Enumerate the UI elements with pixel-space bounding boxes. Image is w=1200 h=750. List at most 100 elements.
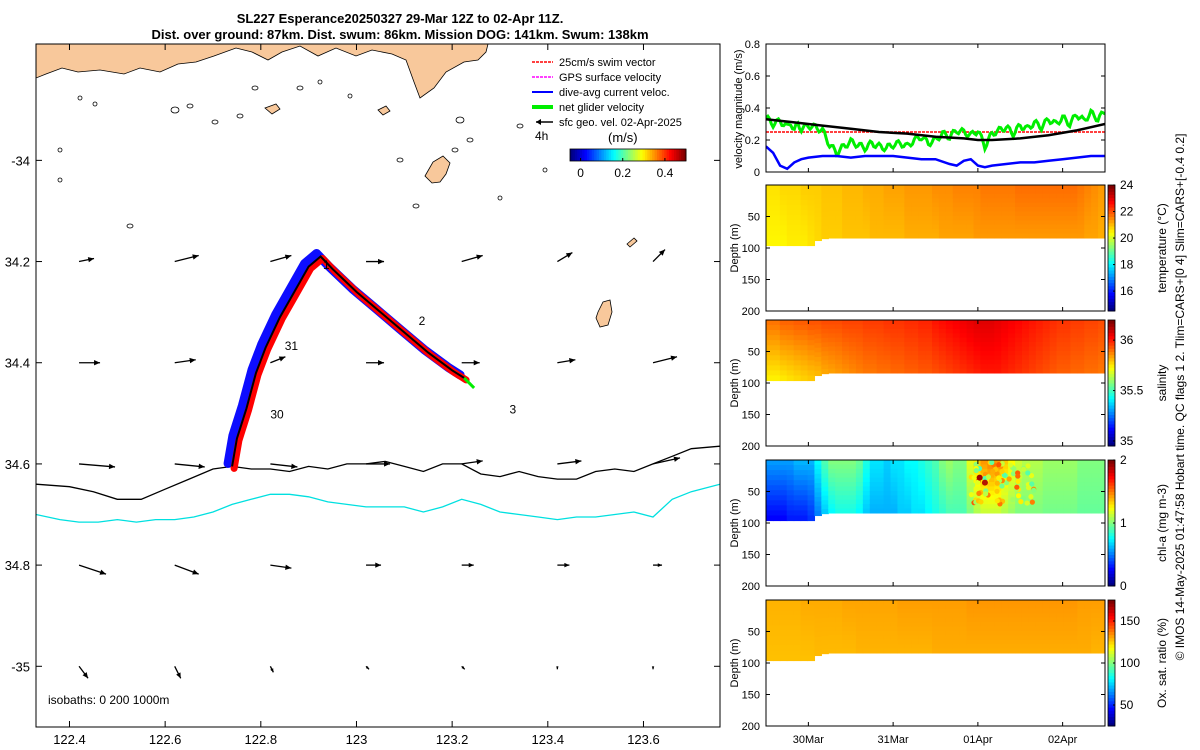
section-cell (959, 473, 968, 479)
section-cell (1042, 220, 1051, 226)
section-cell (766, 230, 774, 236)
section-cell (1077, 490, 1085, 496)
section-cell (1008, 342, 1016, 348)
section-cell (1015, 198, 1023, 204)
section-cell (821, 631, 829, 637)
legend-item-current: dive-avg current veloc. (532, 87, 670, 99)
section-cell (862, 189, 871, 195)
section-cell (1001, 477, 1009, 483)
chl-sample-dot (1015, 478, 1021, 484)
section-cell (862, 464, 871, 470)
section-cell (904, 198, 912, 204)
section-cell (1042, 460, 1051, 466)
section-cell (959, 622, 968, 628)
section-cell (897, 504, 905, 510)
section-cell (807, 620, 816, 626)
depth-tick-label: 50 (748, 487, 760, 499)
section-cell (932, 490, 940, 496)
section-cell (938, 342, 947, 348)
section-cell (890, 504, 899, 510)
section-cell (835, 211, 843, 217)
section-cell (793, 485, 802, 491)
section-cell (1021, 508, 1030, 514)
section-cell (1098, 639, 1105, 645)
section-cell (925, 648, 933, 654)
section-cell (766, 655, 774, 662)
section-cell (1063, 644, 1072, 650)
section-cell (1056, 460, 1065, 466)
section-cell (862, 368, 871, 374)
section-cell (883, 617, 892, 623)
section-cell (876, 324, 885, 330)
chl-sample-dot (994, 498, 1000, 504)
section-cell (869, 504, 878, 510)
section-cell (862, 324, 871, 330)
section-cell (800, 215, 809, 221)
section-cell (855, 215, 864, 221)
section-cell (980, 644, 988, 650)
track-day-label: 3 (510, 402, 517, 416)
section-cell (1035, 333, 1044, 339)
section-cell (1070, 342, 1078, 348)
section-cell (1021, 648, 1030, 654)
section-cell (932, 198, 940, 204)
section-cell (938, 460, 947, 466)
section-cell (828, 198, 836, 204)
section-cell (821, 364, 829, 370)
section-cell (959, 460, 968, 466)
section-cell (842, 648, 850, 654)
section-cell (779, 330, 788, 336)
section-cell (1001, 630, 1009, 636)
section-cell (849, 608, 857, 614)
section-cell (849, 364, 857, 370)
section-cell (994, 215, 1002, 221)
section-cell (897, 644, 905, 650)
section-cell (938, 630, 947, 636)
section-cell (1001, 499, 1009, 505)
section-cell (938, 233, 947, 239)
section-cell (980, 364, 988, 370)
section-cell (1084, 224, 1092, 230)
section-cell (973, 630, 982, 636)
section-cell (973, 337, 982, 343)
section-cell (945, 613, 954, 619)
section-cell (779, 195, 788, 201)
section-cell (1001, 207, 1009, 213)
chl-sample-dot (994, 480, 1000, 486)
section-cell (1056, 608, 1065, 614)
section-cell (869, 508, 878, 514)
section-cell (779, 635, 788, 641)
section-cell (918, 504, 926, 510)
section-cell (1042, 490, 1051, 496)
section-cell (904, 477, 912, 483)
section-cell (855, 639, 864, 645)
section-cell (980, 342, 988, 348)
section-cell (883, 337, 892, 343)
section-cell (966, 604, 975, 610)
section-cell (918, 473, 926, 479)
section-cell (918, 359, 926, 365)
section-cell (1091, 193, 1099, 199)
section-cell (1008, 639, 1016, 645)
section-cell (1015, 207, 1023, 213)
section-cell (959, 600, 968, 606)
section-cell (1084, 460, 1092, 466)
section-cell (828, 350, 836, 356)
section-cell (1098, 648, 1105, 654)
section-cell (821, 216, 829, 222)
section-cell (793, 200, 802, 206)
section-cell (1084, 464, 1092, 470)
section-cell (1035, 185, 1044, 191)
section-cell (821, 640, 829, 646)
section-cell (932, 486, 940, 492)
section-cell (1008, 337, 1016, 343)
section-cell (980, 215, 988, 221)
section-cell (869, 350, 878, 356)
velocity-y-tick-label: 0.2 (745, 135, 760, 147)
section-cell (1091, 613, 1099, 619)
section-cell (862, 460, 871, 466)
section-cell (1077, 630, 1085, 636)
section-cell (1028, 224, 1037, 230)
section-cell (1042, 604, 1051, 610)
